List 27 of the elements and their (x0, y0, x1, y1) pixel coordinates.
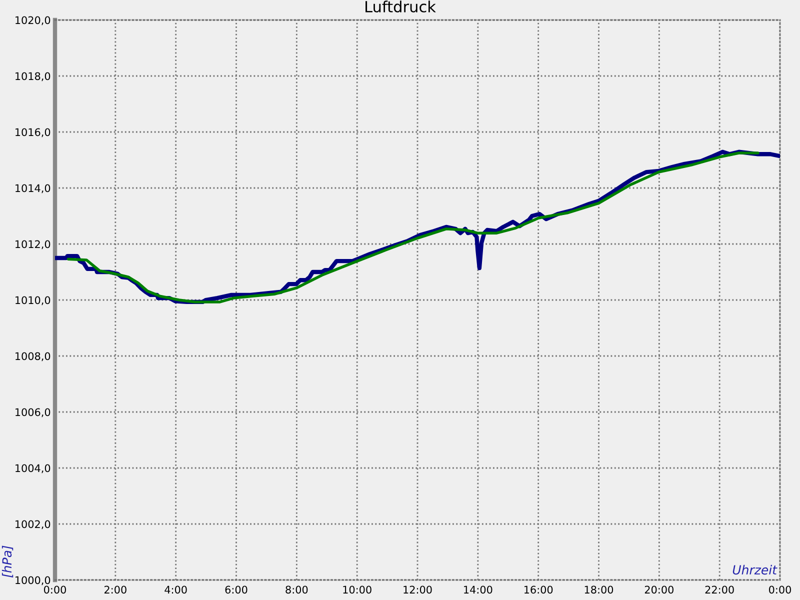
x-axis-title: Uhrzeit (732, 564, 778, 575)
y-tick-label: 1012,0 (16, 240, 50, 250)
y-tick-label: 1018,0 (16, 72, 50, 82)
x-tick-label: 14:00 (464, 586, 492, 594)
y-tick-label: 1020,0 (16, 16, 50, 26)
x-tick-label: 8:00 (286, 586, 308, 594)
y-tick-label: 1014,0 (16, 184, 50, 194)
y-tick-label: 1006,0 (16, 408, 50, 418)
chart-title: Luftdruck (366, 0, 436, 12)
x-tick-label: 10:00 (343, 586, 372, 594)
x-tick-label: 20:00 (644, 586, 674, 594)
x-tick-label: 18:00 (584, 586, 614, 594)
y-tick-label: 1008,0 (16, 352, 50, 362)
y-tick-label: 1002,0 (16, 520, 50, 530)
y-tick-label: 1000,0 (16, 576, 50, 586)
y-tick-label: 1016,0 (16, 128, 50, 138)
x-tick-label: 0:00 (44, 586, 66, 594)
x-tick-label: 12:00 (404, 586, 432, 594)
x-tick-label: 22:00 (705, 586, 734, 594)
x-tick-label: 16:00 (524, 586, 553, 594)
y-axis-title: [hPa] (2, 546, 14, 578)
y-tick-label: 1004,0 (16, 464, 50, 474)
y-tick-label: 1010,0 (16, 296, 50, 306)
x-tick-label: 2:00 (104, 586, 126, 594)
x-tick-label: 4:00 (164, 586, 187, 594)
x-tick-label: 6:00 (225, 586, 248, 594)
x-tick-label: 0:00 (768, 586, 792, 594)
